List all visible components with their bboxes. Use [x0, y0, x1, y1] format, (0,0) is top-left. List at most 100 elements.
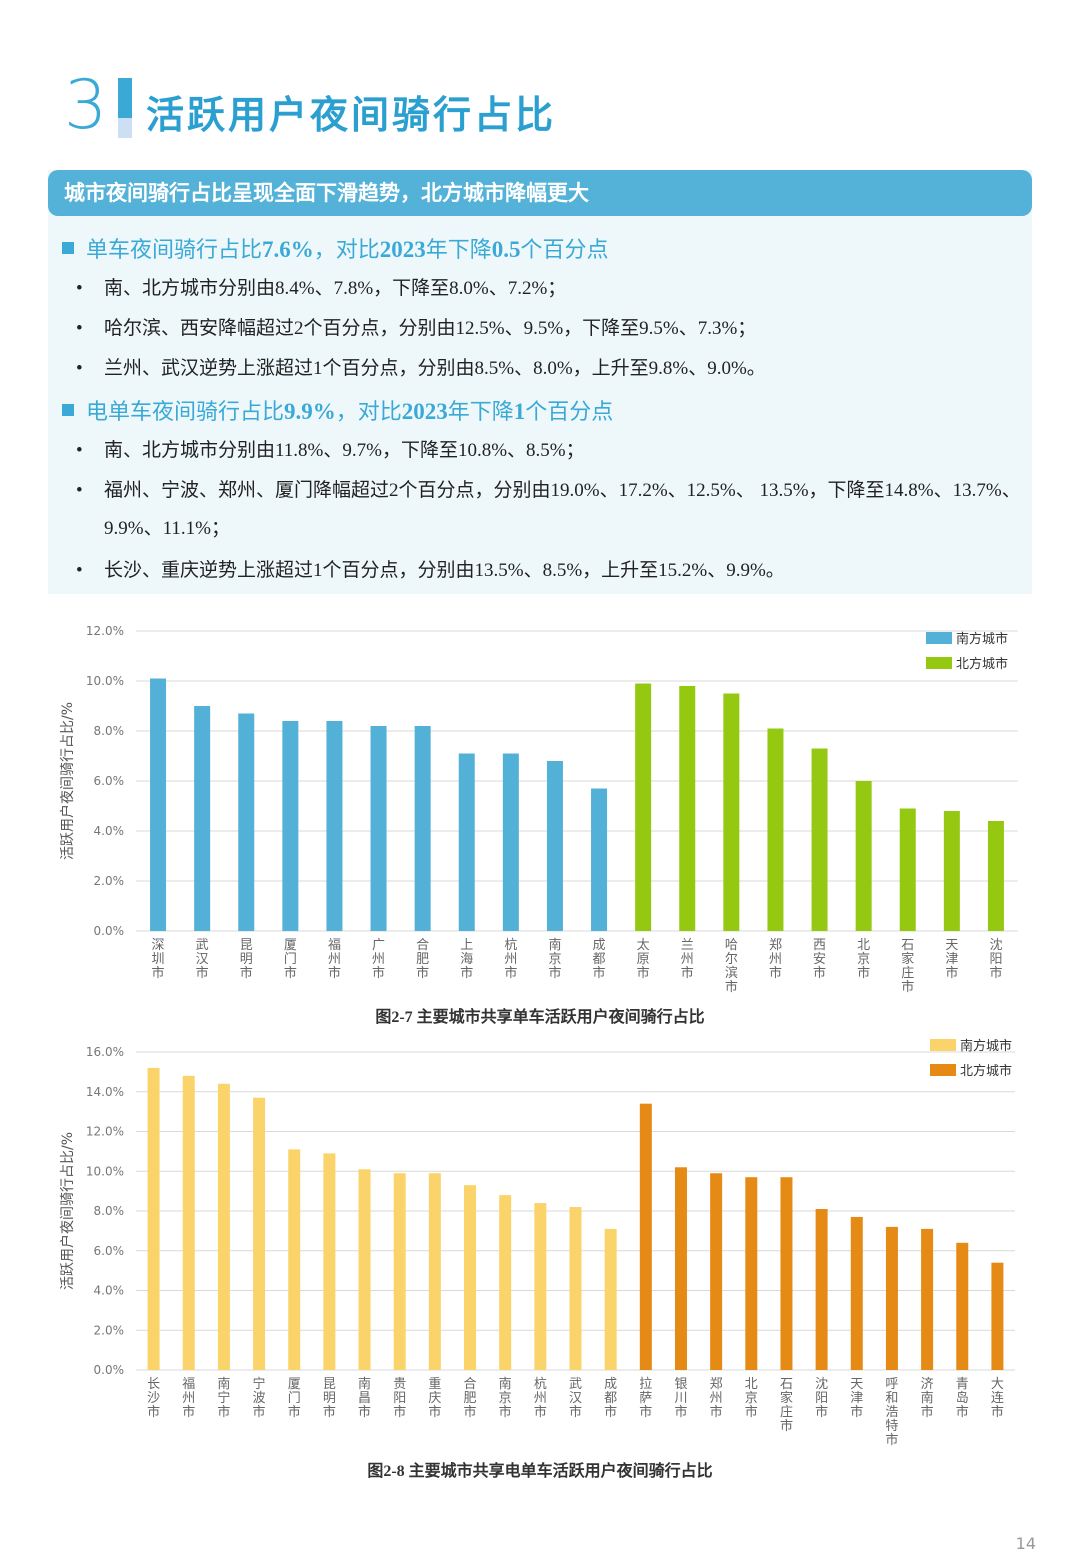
y-tick-label: 14.0%: [86, 1085, 124, 1099]
x-tick-label: 南宁市: [217, 1376, 230, 1420]
bar: [674, 1167, 687, 1370]
y-tick-label: 16.0%: [86, 1045, 124, 1059]
chart-ebike-night-share: 0.0% 2.0% 4.0% 6.0% 8.0% 10.0% 12.0% 14.0% 16.0%…: [59, 1038, 1015, 1448]
bullet-item: • 长沙、重庆逆势上涨超过1个百分点，分别由13.5%、8.5%，上升至15.2%…: [76, 560, 785, 581]
x-tick-label: 天津市: [850, 1377, 863, 1420]
bar: [767, 728, 784, 931]
bar: [639, 1103, 652, 1370]
x-tick-label: 成都市: [604, 1377, 617, 1420]
x-tick-label: 青岛市: [956, 1377, 969, 1420]
bar: [326, 721, 343, 931]
legend-swatch: [930, 1064, 956, 1076]
y-tick-label: 6.0%: [94, 1244, 125, 1258]
y-tick-label: 10.0%: [86, 1164, 124, 1178]
legend-swatch: [926, 657, 952, 669]
bar: [194, 706, 211, 931]
x-tick-label: 成都市: [593, 938, 606, 981]
x-tick-label: 深圳市: [152, 938, 165, 981]
bullet-item: • 南、北方城市分别由11.8%、9.7%，下降至10.8%、8.5%；: [76, 440, 585, 461]
x-tick-label: 厦门市: [284, 938, 297, 981]
y-axis-label: 活跃用户夜间骑行占比/%: [59, 702, 76, 860]
chart-caption-ebike: 图2-8 主要城市共享电单车活跃用户夜间骑行占比: [367, 1463, 713, 1480]
legend-swatch: [926, 632, 952, 644]
bar: [393, 1173, 406, 1370]
page-number: 14: [1015, 1534, 1036, 1553]
y-tick-label: 8.0%: [94, 1204, 125, 1218]
x-tick-label: 武汉市: [569, 1377, 582, 1420]
x-tick-label: 合肥市: [464, 1377, 477, 1420]
bullet-item: • 兰州、武汉逆势上涨超过1个百分点，分别由8.5%、8.0%，上升至9.8%、9…: [76, 358, 766, 379]
bar: [943, 811, 960, 931]
x-tick-label: 上海市: [460, 938, 473, 981]
x-tick-label: 南京市: [499, 1376, 512, 1420]
x-tick-label: 呼和浩特市: [885, 1377, 898, 1448]
x-tick-label: 昆明市: [240, 938, 253, 981]
bar: [358, 1169, 371, 1370]
x-tick-label: 济南市: [921, 1377, 934, 1420]
x-tick-label: 沈阳市: [989, 938, 1002, 981]
x-tick-label: 天津市: [945, 938, 958, 981]
y-tick-label: 12.0%: [86, 624, 124, 638]
x-tick-label: 福州市: [328, 938, 341, 981]
bar: [710, 1173, 723, 1370]
x-tick-label: 广州市: [372, 938, 385, 981]
bar: [850, 1216, 863, 1370]
y-tick-label: 10.0%: [86, 674, 124, 688]
bar: [323, 1153, 336, 1370]
x-tick-label: 北京市: [745, 1377, 758, 1420]
headline-ebike: 电单车夜间骑行占比9.9%，对比2023年下降1个百分点: [62, 394, 613, 426]
section-number: 3: [64, 66, 108, 145]
x-tick-label: 杭州市: [534, 1377, 547, 1420]
y-tick-label: 0.0%: [94, 924, 125, 938]
x-tick-label: 贵阳市: [393, 1377, 406, 1420]
x-tick-label: 太原市: [637, 938, 650, 981]
callout-heading: 城市夜间骑行占比呈现全面下滑趋势，北方城市降幅更大: [48, 170, 1032, 216]
bar: [534, 1203, 547, 1370]
bar: [502, 753, 519, 931]
bar: [855, 781, 872, 931]
x-tick-label: 南京市: [548, 937, 561, 981]
x-tick-label: 大连市: [991, 1377, 1004, 1420]
x-tick-label: 郑州市: [710, 1377, 723, 1420]
bar: [921, 1228, 934, 1370]
headline-bike: 单车夜间骑行占比7.6%，对比2023年下降0.5个百分点: [62, 232, 609, 264]
legend-label: 北方城市: [956, 656, 1008, 672]
bar: [182, 1075, 195, 1370]
bar: [428, 1173, 441, 1370]
x-tick-label: 重庆市: [428, 1376, 441, 1420]
bar: [679, 686, 696, 931]
bar: [282, 721, 299, 931]
bar: [464, 1185, 477, 1370]
bar: [885, 1226, 898, 1370]
x-tick-label: 宁波市: [253, 1376, 266, 1420]
bar: [815, 1209, 828, 1370]
bar: [604, 1228, 617, 1370]
bar: [635, 683, 652, 931]
legend-swatch: [930, 1039, 956, 1051]
bullet-item: • 南、北方城市分别由8.4%、7.8%，下降至8.0%、7.2%；: [76, 278, 567, 299]
bar: [723, 693, 740, 931]
section-title: 活跃用户夜间骑行占比: [146, 93, 557, 137]
x-tick-label: 石家庄市: [901, 938, 914, 995]
bar: [288, 1149, 301, 1370]
x-tick-label: 郑州市: [769, 938, 782, 981]
bullet-item: • 哈尔滨、西安降幅超过2个百分点，分别由12.5%、9.5%，下降至9.5%、7…: [76, 318, 757, 339]
bar: [147, 1067, 160, 1370]
x-tick-label: 杭州市: [504, 938, 517, 981]
x-tick-label: 南昌市: [358, 1376, 371, 1420]
x-tick-label: 长沙市: [147, 1377, 160, 1420]
x-tick-label: 昆明市: [323, 1377, 336, 1420]
y-tick-label: 2.0%: [94, 1323, 125, 1337]
bar: [546, 761, 563, 931]
y-axis-label: 活跃用户夜间骑行占比/%: [59, 1132, 76, 1290]
chart-caption-bike: 图2-7 主要城市共享单车活跃用户夜间骑行占比: [375, 1009, 705, 1026]
bar: [991, 1262, 1004, 1370]
bar: [458, 753, 475, 931]
x-tick-label: 兰州市: [681, 938, 694, 981]
bar: [370, 726, 387, 931]
bar: [499, 1195, 512, 1370]
bar: [150, 678, 167, 931]
bar: [238, 713, 255, 931]
bar: [811, 748, 828, 931]
y-tick-label: 0.0%: [94, 1363, 125, 1377]
